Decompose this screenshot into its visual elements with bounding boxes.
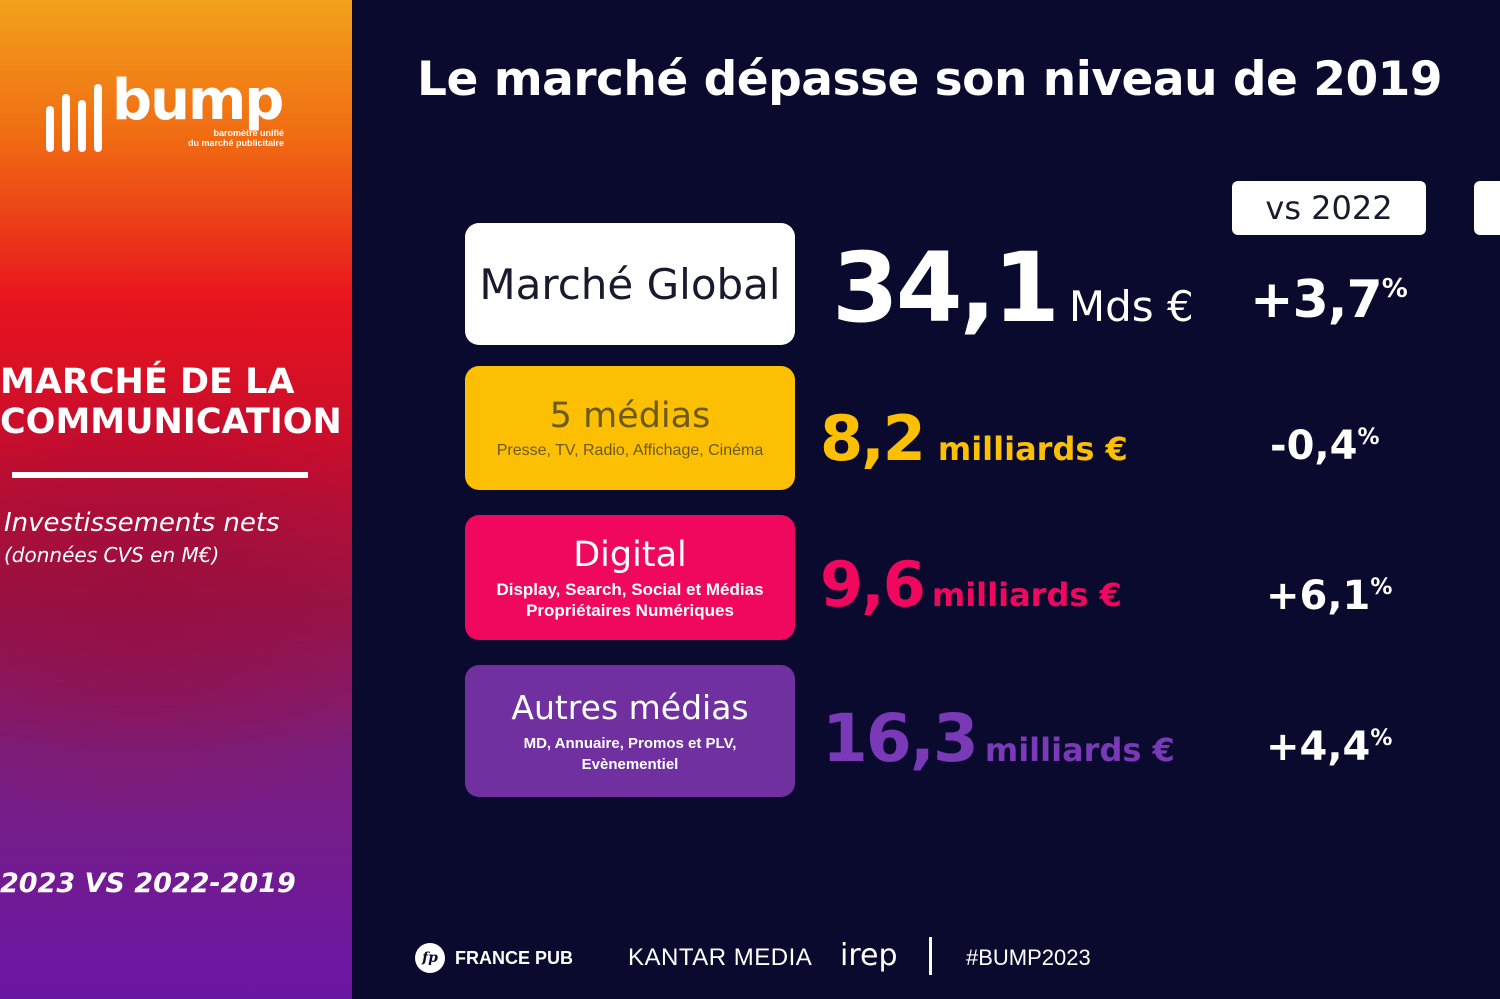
- value-global-number: 34,1: [832, 232, 1060, 344]
- category-autres-desc: MD, Annuaire, Promos et PLV, Evènementie…: [523, 734, 737, 773]
- value-digital: 9,6 milliards €: [820, 548, 1122, 621]
- page-title: Le marché dépasse son niveau de 2019: [417, 52, 1443, 107]
- value-5medias-number: 8,2: [820, 402, 926, 475]
- footer-separator: [929, 937, 932, 975]
- sidebar-divider: [12, 472, 308, 478]
- tab-vs-2022[interactable]: vs 2022: [1232, 181, 1426, 235]
- logo-subtitle-line2: du marché publicitaire: [187, 138, 284, 148]
- change-digital-percent: %: [1370, 575, 1393, 600]
- logo-wordmark: bump: [112, 68, 284, 133]
- change-5medias: -0,4%: [1270, 423, 1380, 469]
- irep-logo: irep: [840, 938, 898, 973]
- hashtag-label: #BUMP2023: [966, 945, 1091, 970]
- value-autres-number: 16,3: [822, 700, 979, 777]
- change-autres-percent: %: [1370, 726, 1393, 751]
- category-global-label: Marché Global: [479, 259, 781, 309]
- change-5medias-percent: %: [1357, 425, 1380, 450]
- change-global: +3,7%: [1250, 270, 1408, 330]
- value-global-unit: Mds €: [1068, 282, 1194, 331]
- change-global-value: +3,7: [1250, 270, 1383, 330]
- category-global-box: Marché Global: [465, 223, 795, 345]
- change-autres-value: +4,4: [1266, 724, 1371, 770]
- value-digital-number: 9,6: [820, 548, 926, 621]
- value-autres-unit: milliards €: [984, 731, 1175, 769]
- category-digital-desc: Display, Search, Social et Médias Propri…: [496, 579, 764, 620]
- category-autres-label: Autres médias: [511, 687, 749, 727]
- sidebar-period: 2023 VS 2022-2019: [0, 868, 296, 899]
- change-digital: +6,1%: [1266, 573, 1392, 619]
- category-digital-box: Digital Display, Search, Social et Média…: [465, 515, 795, 640]
- france-pub-icon: fp: [415, 943, 445, 973]
- change-global-percent: %: [1381, 274, 1408, 304]
- logo-subtitle-line1: baromètre unifié: [213, 128, 284, 138]
- value-5medias: 8,2 milliards €: [820, 402, 1128, 475]
- sidebar-title-line2: COMMUNICATION: [0, 402, 342, 442]
- change-autres: +4,4%: [1266, 724, 1392, 770]
- france-pub-label: FRANCE PUB: [455, 948, 574, 968]
- kantar-media-logo: KANTAR MEDIA: [628, 944, 813, 971]
- sidebar-subtitle: Investissements nets: [4, 508, 280, 538]
- sidebar-panel: bump baromètre unifié du marché publicit…: [0, 0, 352, 999]
- bump-bars-icon: [46, 84, 102, 152]
- logo-subtitle: baromètre unifié du marché publicitaire: [124, 128, 284, 148]
- category-5medias-label: 5 médias: [549, 396, 711, 436]
- value-global: 34,1 Mds €: [832, 232, 1194, 344]
- sidebar-subtitle-note: (données CVS en M€): [4, 543, 220, 567]
- category-5medias-box: 5 médias Presse, TV, Radio, Affichage, C…: [465, 366, 795, 490]
- sidebar-title-line1: MARCHÉ DE LA: [0, 362, 295, 402]
- change-digital-value: +6,1: [1266, 573, 1371, 619]
- value-5medias-unit: milliards €: [937, 430, 1128, 468]
- category-5medias-desc: Presse, TV, Radio, Affichage, Cinéma: [496, 442, 764, 459]
- sidebar-title: MARCHÉ DE LA COMMUNICATION: [0, 362, 342, 442]
- change-5medias-value: -0,4: [1270, 423, 1358, 469]
- france-pub-logo: fp FRANCE PUB: [415, 938, 573, 978]
- category-autres-box: Autres médias MD, Annuaire, Promos et PL…: [465, 665, 795, 797]
- category-digital-label: Digital: [573, 534, 687, 575]
- value-digital-unit: milliards €: [931, 576, 1122, 614]
- tab-next[interactable]: [1474, 181, 1500, 235]
- bump-logo: bump baromètre unifié du marché publicit…: [46, 68, 286, 162]
- value-autres: 16,3 milliards €: [822, 700, 1175, 777]
